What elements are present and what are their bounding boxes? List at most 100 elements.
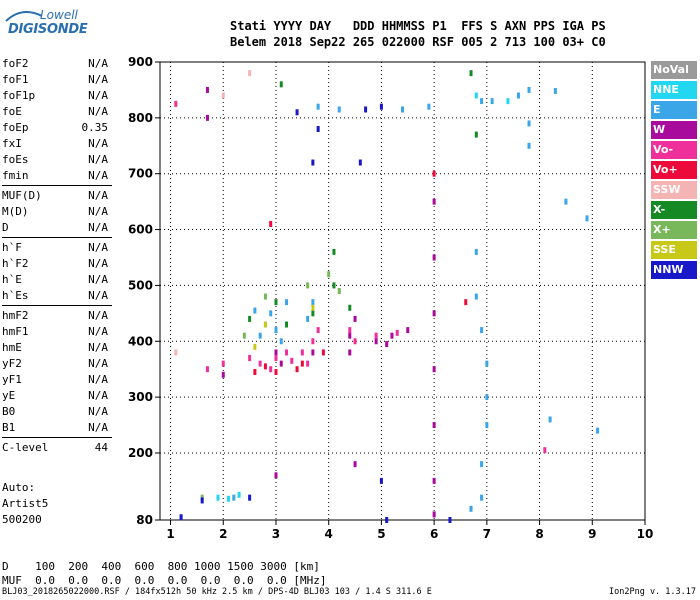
param-value: N/A <box>88 405 108 418</box>
doppler-direction-legend: NoVal NNE E W Vo- Vo+ SSW X- X+ SSE NNW <box>651 61 697 281</box>
x-tick-label: 2 <box>219 527 227 541</box>
param-row: h`F2 N/A <box>2 256 110 272</box>
x-tick-label: 3 <box>272 527 280 541</box>
data-point-e <box>490 98 494 105</box>
data-point-e <box>279 338 283 345</box>
param-row: foF1p N/A <box>2 88 110 104</box>
data-point-e <box>258 332 262 339</box>
data-point-x <box>337 288 341 294</box>
param-row: yF1 N/A <box>2 372 110 388</box>
param-row: yF2 N/A <box>2 356 110 372</box>
data-point-nnw <box>200 497 204 504</box>
data-point-nnw <box>311 159 315 166</box>
data-point-nne <box>237 491 241 498</box>
param-name: hmF1 <box>2 325 29 338</box>
param-value: N/A <box>88 373 108 386</box>
data-point-w <box>311 349 315 356</box>
param-row: h`E N/A <box>2 272 110 288</box>
data-point-vo <box>263 363 267 370</box>
data-point-e <box>548 416 552 423</box>
data-point-e <box>527 142 531 149</box>
data-point-nnw <box>448 517 452 523</box>
legend-x-item: X+ <box>651 221 697 239</box>
x-tick-label: 8 <box>535 527 543 541</box>
data-point-vo <box>316 327 320 334</box>
data-point-e <box>285 299 289 306</box>
data-point-x <box>311 310 315 317</box>
data-point-w <box>353 461 357 468</box>
data-point-w <box>385 341 389 348</box>
x-tick-label: 6 <box>430 527 438 541</box>
data-point-vo <box>543 447 547 454</box>
data-point-x <box>474 131 478 138</box>
data-point-nne <box>227 495 231 502</box>
digisonde-logo: Lowell DIGISONDE <box>4 8 88 40</box>
data-point-ssw <box>174 349 178 356</box>
param-row: foF2 N/A <box>2 56 110 72</box>
data-point-vo <box>311 338 315 345</box>
data-point-w <box>274 472 278 479</box>
data-point-vo <box>248 355 252 362</box>
param-row: B1 N/A <box>2 420 110 436</box>
param-value: N/A <box>88 309 108 322</box>
data-point-vo <box>464 299 468 306</box>
data-point-w <box>205 114 209 121</box>
param-name: B1 <box>2 421 16 434</box>
param-name: MUF(D) <box>2 189 42 202</box>
data-point-nnw <box>248 494 252 501</box>
y-tick-label: 400 <box>128 334 153 348</box>
param-row: yE N/A <box>2 388 110 404</box>
data-point-e <box>474 293 478 300</box>
data-point-e <box>480 98 484 105</box>
param-name: foEs <box>2 153 29 166</box>
param-value: N/A <box>88 169 108 182</box>
data-point-w <box>432 198 436 205</box>
param-name: fxI <box>2 137 22 150</box>
param-name: foF1p <box>2 89 36 102</box>
data-point-e <box>485 394 489 401</box>
data-point-nne <box>474 92 478 99</box>
param-value: 0.35 <box>81 121 109 134</box>
data-point-w <box>432 254 436 261</box>
data-point-e <box>269 310 273 317</box>
data-point-e <box>469 505 473 512</box>
station-header: Stati YYYY DAY DDD HHMMSS P1 FFS S AXN P… <box>230 18 606 50</box>
x-tick-label: 5 <box>377 527 385 541</box>
data-point-nnw <box>379 103 383 110</box>
data-point-e <box>232 494 236 501</box>
data-point-sse <box>263 321 267 328</box>
muf-distance-row: D 100 200 400 600 800 1000 1500 3000 [km… <box>2 560 320 573</box>
data-point-nnw <box>379 477 383 484</box>
data-point-e <box>311 299 315 306</box>
data-point-sse <box>253 343 257 350</box>
legend-noval-item: NoVal <box>651 61 697 79</box>
param-row: foEs N/A <box>2 152 110 168</box>
param-row: fxI N/A <box>2 136 110 152</box>
data-point-vo <box>221 360 225 367</box>
data-point-vo <box>348 327 352 334</box>
data-point-nnw <box>358 159 362 166</box>
param-value: N/A <box>88 421 108 434</box>
data-point-x <box>274 299 278 306</box>
data-point-e <box>337 106 341 113</box>
param-value: N/A <box>88 325 108 338</box>
header-values: Belem 2018 Sep22 265 022000 RSF 005 2 71… <box>230 35 606 49</box>
param-row: hmE N/A <box>2 340 110 356</box>
param-name: D <box>2 221 9 234</box>
legend-ssw-item: SSW <box>651 181 697 199</box>
data-point-e <box>316 103 320 110</box>
x-tick-label: 1 <box>166 527 174 541</box>
x-tick-label: 4 <box>325 527 333 541</box>
param-value: N/A <box>88 73 108 86</box>
param-row: foF1 N/A <box>2 72 110 88</box>
param-value: N/A <box>88 273 108 286</box>
data-point-vo <box>274 368 278 375</box>
data-point-x <box>327 271 331 278</box>
param-name: h`E <box>2 273 22 286</box>
data-point-w <box>205 86 209 93</box>
y-tick-label: 500 <box>128 278 153 292</box>
data-point-vo <box>205 366 209 373</box>
param-name: fmin <box>2 169 29 182</box>
data-point-e <box>474 248 478 255</box>
